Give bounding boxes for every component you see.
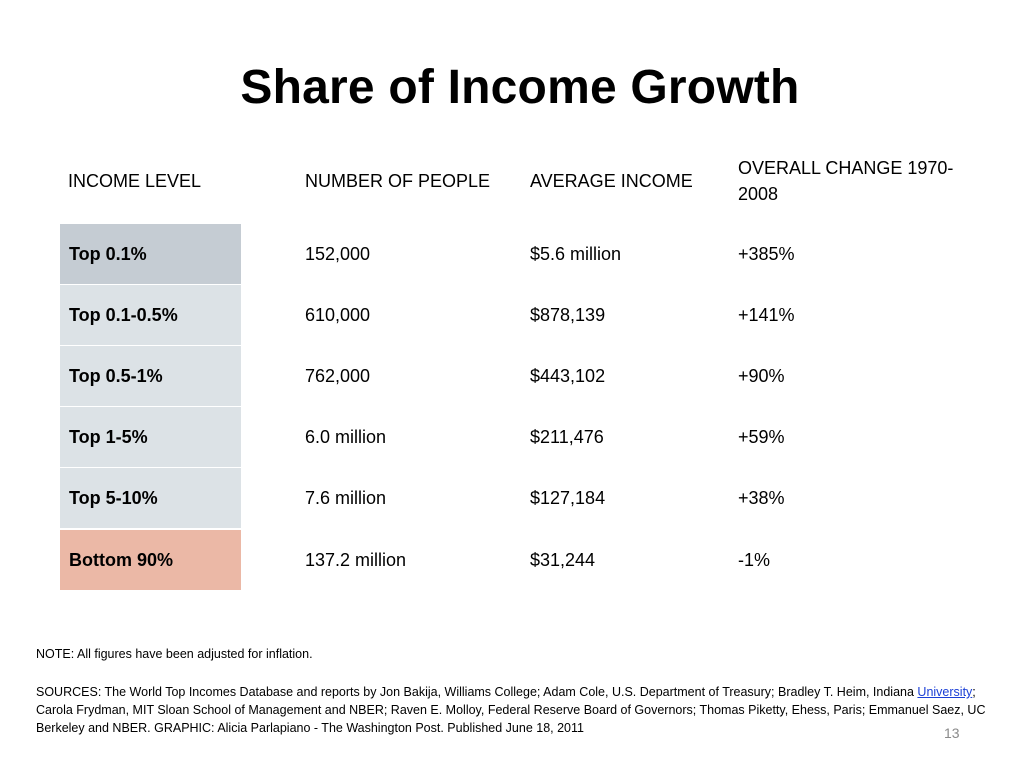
table-row-people: 7.6 million	[305, 488, 387, 508]
sources-part-1: SOURCES: The World Top Incomes Database …	[36, 685, 918, 699]
sources-part-2: ; Carola Frydman, MIT Sloan School of Ma…	[36, 685, 986, 735]
header-income-level: INCOME LEVEL	[68, 171, 202, 191]
table-row-level: Top 1-5%	[60, 407, 241, 468]
header-overall-change: OVERALL CHANGE 1970-2008	[738, 158, 954, 204]
table-row-change: +385%	[738, 244, 795, 264]
table-row-change: +141%	[738, 305, 795, 325]
table-row-level: Bottom 90%	[60, 530, 241, 591]
table-row-average: $211,476	[530, 427, 604, 447]
slide-title: Share of Income Growth	[240, 61, 800, 114]
table-row-average: $443,102	[530, 366, 606, 386]
table-row-change: +38%	[738, 488, 785, 508]
table-row-change: -1%	[738, 550, 771, 570]
table-row-people: 610,000	[305, 305, 371, 325]
sources-text: SOURCES: The World Top Incomes Database …	[36, 683, 986, 737]
table-row-average: $31,244	[530, 550, 596, 570]
table-row-level: Top 0.5-1%	[60, 346, 241, 407]
page-number: 13	[944, 725, 960, 741]
table-row-average: $878,139	[530, 305, 606, 325]
table-row-people: 6.0 million	[305, 427, 387, 447]
table-row-level: Top 0.1-0.5%	[60, 285, 241, 346]
table-row-level: Top 0.1%	[60, 224, 241, 285]
note-text: NOTE: All figures have been adjusted for…	[36, 647, 313, 661]
table-row-average: $127,184	[530, 488, 606, 508]
header-number-of-people: NUMBER OF PEOPLE	[305, 171, 491, 191]
table-row-average: $5.6 million	[530, 244, 622, 264]
university-link[interactable]: University	[917, 685, 973, 699]
header-average-income: AVERAGE INCOME	[530, 171, 693, 191]
table-row-change: +90%	[738, 366, 785, 386]
table-row-change: +59%	[738, 427, 785, 447]
table-row-level: Top 5-10%	[60, 468, 241, 529]
table-row-people: 152,000	[305, 244, 371, 264]
table-row-people: 137.2 million	[305, 550, 407, 570]
table-row-people: 762,000	[305, 366, 371, 386]
